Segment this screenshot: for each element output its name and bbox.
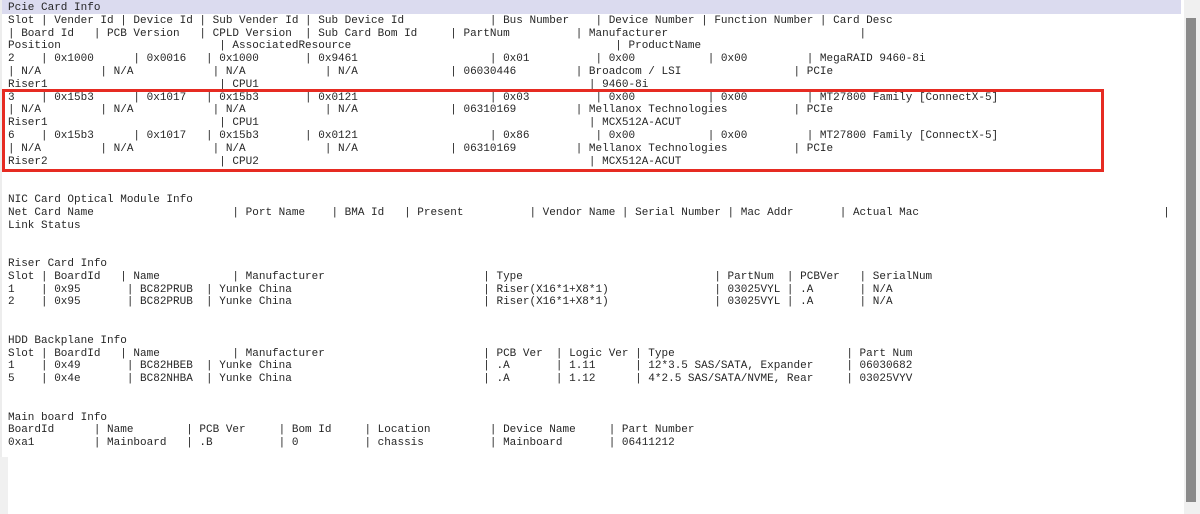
terminal-line: 5 | 0x4e | BC82NHBA | Yunke China | .A |… — [8, 373, 913, 386]
terminal-line: Riser1 | CPU1 | 9460-8i — [8, 78, 649, 91]
terminal-line — [8, 322, 1170, 335]
terminal-line: Slot | BoardId | Name | Manufacturer | T… — [8, 270, 933, 283]
scrollbar-thumb[interactable] — [1186, 18, 1196, 502]
vertical-scrollbar[interactable] — [1184, 0, 1200, 514]
terminal-line — [8, 232, 1170, 245]
terminal-line: 1 | 0x95 | BC82PRUB | Yunke China | Rise… — [8, 283, 893, 296]
terminal-line: NIC Card Optical Module Info — [8, 193, 193, 206]
terminal-line: Slot | Vender Id | Device Id | Sub Vende… — [8, 14, 893, 27]
terminal-line: Link Status — [8, 219, 81, 232]
terminal-line: 2 | 0x95 | BC82PRUB | Yunke China | Rise… — [8, 296, 893, 309]
terminal-line: 1 | 0x49 | BC82HBEB | Yunke China | .A |… — [8, 360, 913, 373]
terminal-line: 0xa1 | Mainboard | .B | 0 | chassis | Ma… — [8, 437, 675, 450]
terminal-line: Riser Card Info — [8, 257, 108, 270]
window-bottom-left-gutter — [0, 457, 8, 514]
terminal-line: | Board Id | PCB Version | CPLD Version … — [8, 27, 867, 40]
terminal-line: | N/A | N/A | N/A | N/A | 06310169 | Mel… — [8, 104, 834, 117]
selection-highlight — [0, 0, 1181, 14]
terminal-line: Pcie Card Info — [8, 2, 101, 14]
terminal-line: BoardId | Name | PCB Ver | Bom Id | Loca… — [8, 424, 695, 437]
terminal-line — [8, 399, 1170, 412]
terminal-line — [8, 245, 1170, 258]
terminal-line: Riser2 | CPU2 | MCX512A-ACUT — [8, 155, 682, 168]
terminal-line: 3 | 0x15b3 | 0x1017 | 0x15b3 | 0x0121 | … — [8, 91, 999, 104]
terminal-line — [8, 309, 1170, 322]
terminal-line: | N/A | N/A | N/A | N/A | 06030446 | Bro… — [8, 65, 834, 78]
terminal-line: Position | AssociatedResource | ProductN… — [8, 40, 702, 53]
terminal-line: 6 | 0x15b3 | 0x1017 | 0x15b3 | 0x0121 | … — [8, 129, 999, 142]
terminal-line — [8, 386, 1170, 399]
terminal-line: 2 | 0x1000 | 0x0016 | 0x1000 | 0x9461 | … — [8, 53, 926, 66]
window-left-border — [0, 0, 2, 514]
terminal-line — [8, 181, 1170, 194]
annotation-red-box — [2, 89, 1104, 172]
terminal-line: Net Card Name | Port Name | BMA Id | Pre… — [8, 206, 1170, 219]
terminal-line: Slot | BoardId | Name | Manufacturer | P… — [8, 347, 913, 360]
terminal-line: | N/A | N/A | N/A | N/A | 06310169 | Mel… — [8, 142, 834, 155]
terminal-line: Riser1 | CPU1 | MCX512A-ACUT — [8, 117, 682, 130]
terminal-screen: Pcie Card Info Slot | Vender Id | Device … — [8, 2, 1170, 450]
terminal-line: HDD Backplane Info — [8, 334, 127, 347]
terminal-line: Main board Info — [8, 411, 108, 424]
